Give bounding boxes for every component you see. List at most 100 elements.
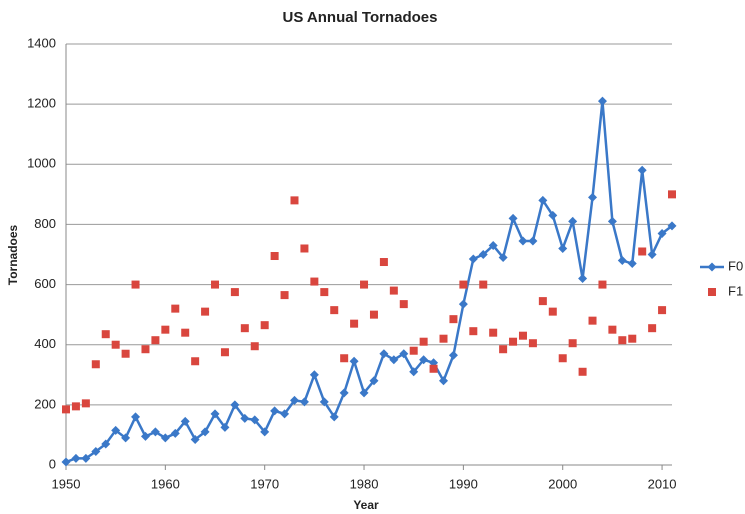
point	[339, 388, 349, 398]
point	[61, 457, 71, 467]
point	[319, 397, 329, 407]
x-tick-label: 1990	[449, 476, 478, 491]
point	[528, 339, 537, 348]
point	[558, 354, 567, 363]
y-tick-label: 1400	[27, 35, 56, 50]
point	[111, 340, 120, 349]
point	[548, 307, 557, 316]
legend-marker	[707, 262, 717, 272]
point	[101, 439, 111, 449]
point	[458, 299, 468, 309]
point	[121, 433, 131, 443]
point	[389, 355, 399, 365]
point	[330, 306, 339, 315]
point	[568, 339, 577, 348]
x-tick-label: 1950	[52, 476, 81, 491]
point	[190, 434, 200, 444]
point	[667, 221, 677, 231]
point	[329, 412, 339, 422]
point	[81, 453, 91, 463]
point	[558, 243, 568, 253]
point	[598, 280, 607, 289]
point	[240, 324, 249, 333]
point	[448, 350, 458, 360]
point	[359, 388, 369, 398]
point	[528, 236, 538, 246]
point	[180, 416, 190, 426]
point	[349, 356, 359, 366]
point	[121, 349, 130, 358]
point	[131, 412, 141, 422]
point	[111, 425, 121, 435]
point	[548, 210, 558, 220]
legend-marker	[708, 288, 716, 296]
point	[101, 330, 110, 339]
point	[200, 427, 210, 437]
point	[230, 400, 240, 410]
point	[478, 250, 488, 259]
point	[320, 288, 329, 297]
point	[300, 244, 309, 253]
y-tick-label: 400	[34, 336, 56, 351]
point	[260, 427, 270, 437]
y-tick-label: 1200	[27, 96, 56, 111]
point	[171, 304, 180, 313]
point	[468, 254, 478, 264]
point	[141, 345, 150, 354]
point	[379, 258, 388, 267]
y-axis-title: Tornadoes	[6, 224, 20, 285]
point	[518, 331, 527, 340]
point	[618, 336, 627, 345]
point	[250, 342, 259, 351]
point	[399, 349, 409, 359]
point	[310, 277, 319, 286]
point	[340, 354, 349, 363]
point	[647, 250, 657, 259]
point	[211, 280, 220, 289]
point	[538, 297, 547, 306]
y-tick-label: 0	[49, 456, 56, 471]
point	[508, 213, 518, 223]
x-tick-label: 1960	[151, 476, 180, 491]
point	[280, 291, 289, 300]
point	[658, 306, 667, 315]
point	[290, 196, 299, 205]
point	[289, 395, 299, 405]
point	[488, 240, 498, 250]
point	[628, 334, 637, 343]
point	[409, 367, 419, 377]
point	[160, 433, 170, 443]
point	[220, 422, 230, 432]
point	[419, 355, 429, 365]
point	[597, 96, 607, 106]
point	[170, 428, 180, 438]
x-tick-label: 1980	[350, 476, 379, 491]
point	[201, 307, 210, 316]
point	[81, 399, 90, 408]
x-tick-label: 1970	[250, 476, 279, 491]
point	[71, 402, 80, 411]
point	[499, 345, 508, 354]
point	[350, 319, 359, 328]
point	[161, 325, 170, 334]
point	[379, 349, 389, 359]
legend-label: F1	[728, 283, 743, 298]
point	[439, 376, 449, 386]
point	[627, 259, 637, 269]
point	[299, 397, 309, 407]
point	[230, 288, 239, 297]
point	[439, 334, 448, 343]
point	[538, 195, 548, 205]
point	[459, 280, 468, 289]
point	[91, 446, 101, 456]
point	[429, 364, 438, 373]
point	[250, 415, 260, 425]
point	[617, 256, 627, 266]
point	[509, 337, 518, 346]
y-tick-label: 200	[34, 396, 56, 411]
point	[140, 431, 150, 441]
y-tick-label: 1000	[27, 156, 56, 171]
point	[309, 370, 319, 380]
point	[220, 348, 229, 357]
